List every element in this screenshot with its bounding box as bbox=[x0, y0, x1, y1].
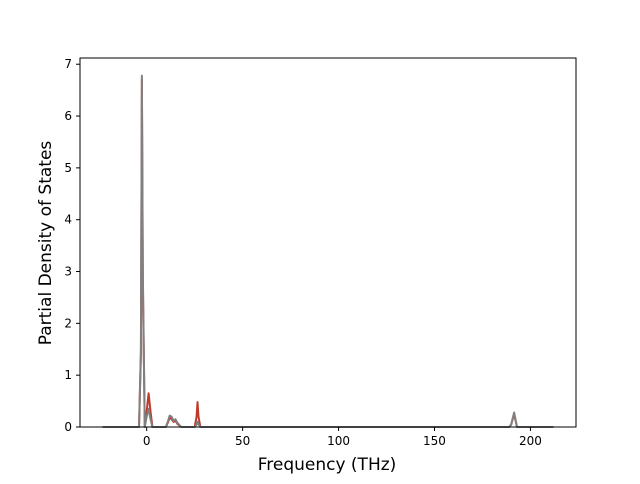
x-axis-label: Frequency (THz) bbox=[258, 455, 397, 475]
x-tick-label: 100 bbox=[327, 434, 350, 448]
y-axis-label: Partial Density of States bbox=[36, 141, 56, 346]
x-tick-label: 150 bbox=[423, 434, 446, 448]
y-tick-label: 6 bbox=[64, 109, 72, 123]
x-tick-label: 0 bbox=[143, 434, 151, 448]
series-line bbox=[102, 74, 554, 428]
plot-frame bbox=[79, 57, 577, 428]
y-tick-label: 0 bbox=[64, 420, 72, 434]
y-tick-label: 2 bbox=[64, 316, 72, 330]
x-tick-label: 50 bbox=[235, 434, 250, 448]
y-tick-label: 1 bbox=[64, 368, 72, 382]
x-tick-label: 200 bbox=[519, 434, 542, 448]
y-tick-label: 4 bbox=[64, 213, 72, 227]
y-tick-label: 5 bbox=[64, 161, 72, 175]
y-tick-label: 3 bbox=[64, 265, 72, 279]
y-tick-label: 7 bbox=[64, 57, 72, 71]
series-line bbox=[102, 78, 554, 428]
